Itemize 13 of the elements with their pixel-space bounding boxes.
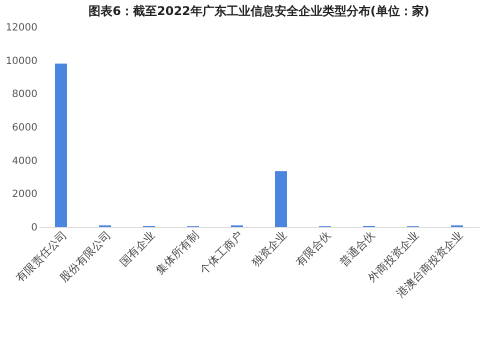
y-tick-label: 0 <box>31 222 38 234</box>
y-tick-label: 12000 <box>6 22 38 34</box>
x-tick-label: 普通合伙 <box>337 228 378 270</box>
x-tick-label: 独资企业 <box>249 228 290 270</box>
bar <box>275 171 287 227</box>
y-tick-label: 2000 <box>12 189 38 200</box>
x-tick-label: 有限合伙 <box>293 228 334 270</box>
y-tick-label: 4000 <box>12 156 38 167</box>
bar <box>55 64 67 227</box>
chart-title: 图表6：截至2022年广东工业信息安全企业类型分布(单位：家) <box>88 4 430 18</box>
y-tick-label: 6000 <box>12 122 38 134</box>
y-tick-label: 8000 <box>12 89 38 100</box>
y-tick-label: 10000 <box>6 56 38 67</box>
